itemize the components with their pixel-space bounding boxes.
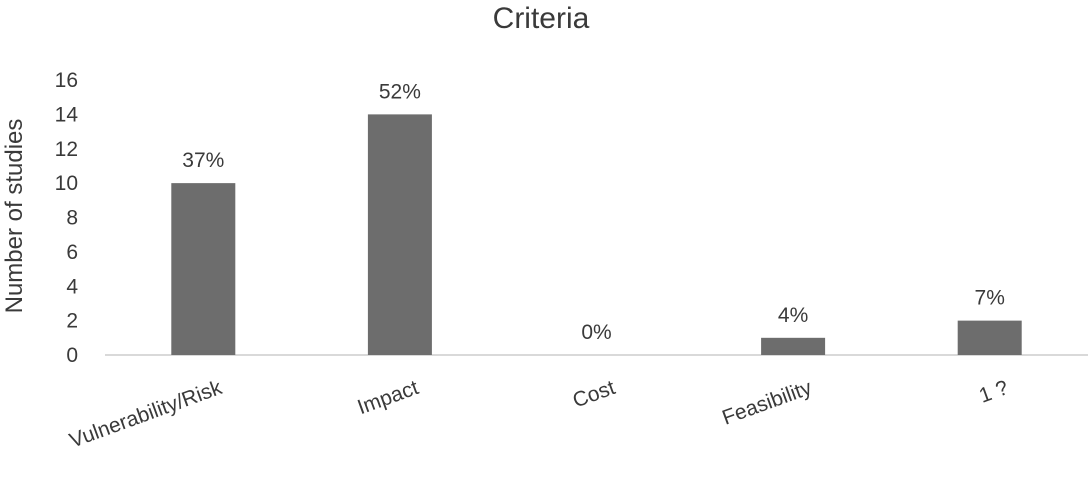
- data-label: 0%: [581, 321, 611, 344]
- bar: [367, 114, 432, 355]
- data-labels: 37% 52% 0% 4% 7%: [182, 80, 1005, 344]
- y-tick-label: 12: [55, 138, 78, 161]
- bar: [761, 337, 826, 355]
- y-tick-label: 0: [66, 344, 78, 367]
- y-axis: 0 2 4 6 8 10 12 14 16: [55, 69, 79, 367]
- x-tick-label: Cost: [570, 376, 619, 412]
- bar: [957, 320, 1022, 355]
- y-tick-label: 2: [66, 310, 78, 333]
- x-tick-label: Feasibility: [719, 376, 815, 430]
- data-label: 52%: [379, 80, 421, 103]
- y-tick-label: 10: [55, 172, 78, 195]
- data-label: 37%: [182, 149, 224, 172]
- y-tick-label: 16: [55, 69, 78, 92]
- x-tick-label: Vulnerability/Risk: [67, 376, 226, 453]
- data-label: 4%: [778, 304, 808, 327]
- chart-title: Criteria: [493, 2, 590, 35]
- x-axis: Vulnerability/Risk Impact Cost Feasibility 1…: [67, 376, 1012, 453]
- y-tick-label: 8: [66, 207, 78, 230]
- y-tick-label: 14: [55, 103, 79, 126]
- y-tick-label: 4: [66, 275, 78, 298]
- bar: [171, 183, 236, 355]
- y-axis-label: Number of studies: [1, 119, 28, 314]
- x-tick-label: 1 ?: [976, 376, 1011, 408]
- x-tick-label: Impact: [355, 376, 422, 419]
- bars: [171, 114, 1022, 355]
- y-tick-label: 6: [66, 241, 78, 264]
- data-label: 7%: [975, 287, 1005, 310]
